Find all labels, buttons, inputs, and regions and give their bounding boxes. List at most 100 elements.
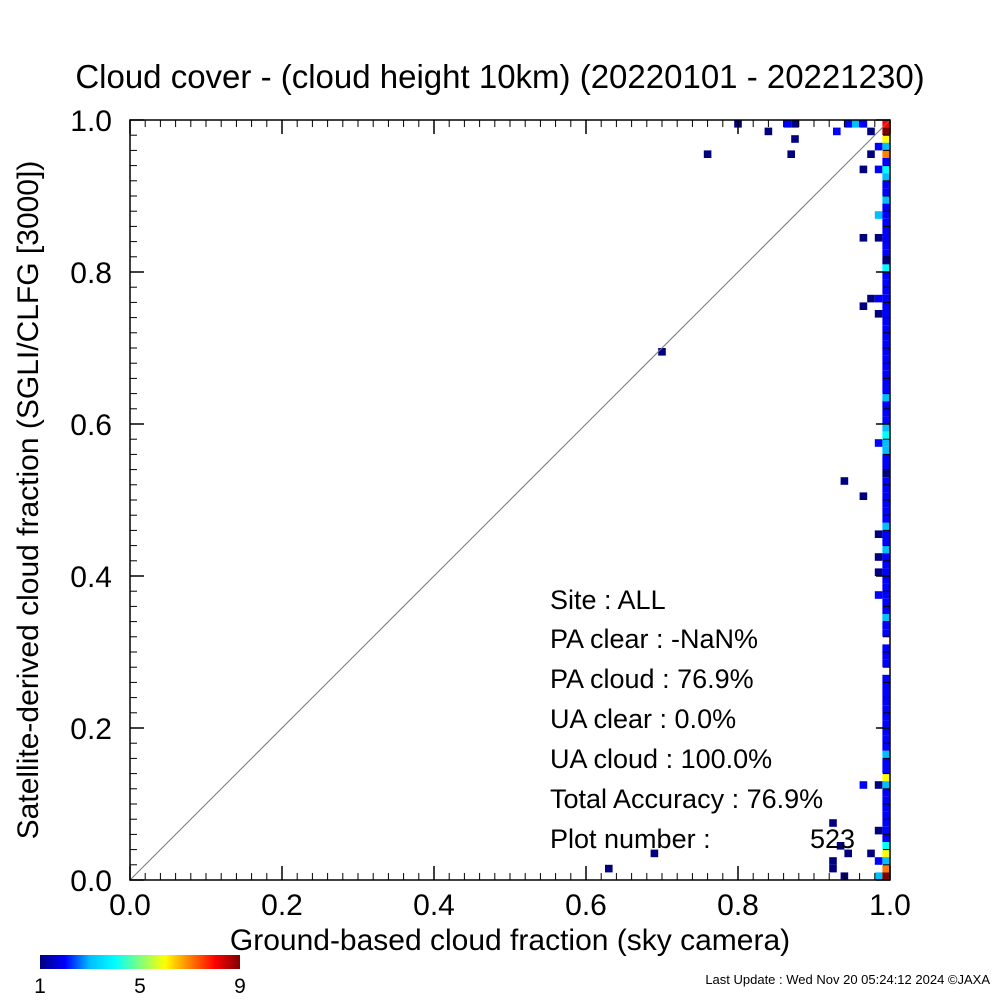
heatmap-cell (867, 294, 875, 303)
y-tick-label: 1.0 (70, 105, 112, 138)
heatmap-cell (882, 348, 890, 356)
heatmap-cell (844, 120, 852, 128)
heatmap-cell (882, 758, 890, 766)
heatmap-cell (882, 279, 890, 288)
heatmap-cell (787, 150, 795, 158)
heatmap-cell (882, 386, 890, 394)
heatmap-cell (874, 781, 883, 789)
heatmap-cell (859, 120, 868, 128)
heatmap-cell (882, 553, 890, 561)
heatmap-cell (658, 348, 666, 356)
heatmap-cell (882, 378, 890, 386)
heatmap-cell (874, 568, 883, 576)
heatmap-cell (882, 340, 890, 348)
stat-plot-number-value: 523 (810, 824, 855, 854)
heatmap-cell (882, 644, 890, 652)
chart-title: Cloud cover - (cloud height 10km) (20220… (75, 58, 924, 95)
heatmap-cell (859, 302, 868, 310)
heatmap-cell (882, 188, 890, 196)
heatmap-cell (882, 819, 890, 827)
y-tick-label: 0.4 (70, 561, 112, 594)
heatmap-cell (833, 127, 841, 136)
heatmap-cell (874, 591, 883, 599)
heatmap-cell (859, 234, 868, 242)
heatmap-cell (882, 462, 890, 470)
heatmap-cell (859, 165, 868, 174)
heatmap-cell (874, 142, 883, 151)
heatmap-cell (882, 249, 890, 257)
x-tick-label: 0.8 (717, 889, 759, 922)
heatmap-cell (874, 530, 883, 538)
heatmap-cell (882, 796, 890, 804)
heatmap-cell (882, 583, 890, 592)
heatmap-cell (874, 165, 883, 174)
heatmap-cell (867, 127, 875, 136)
heatmap-cell (882, 196, 890, 204)
stat-ua-cloud: UA cloud : 100.0% (550, 744, 772, 774)
heatmap-cell (882, 545, 890, 554)
heatmap-cell (882, 864, 890, 873)
heatmap-cell (882, 332, 890, 341)
heatmap-cell (882, 454, 890, 462)
heatmap-cell (882, 842, 890, 850)
heatmap-cell (882, 826, 890, 835)
colorbar (40, 955, 240, 969)
y-tick-label: 0.6 (70, 409, 112, 442)
heatmap-cell (840, 477, 849, 485)
heatmap-cell (791, 120, 799, 128)
heatmap-cell (882, 500, 890, 508)
x-tick-label: 0.4 (413, 889, 455, 922)
heatmap-cell (882, 234, 890, 242)
one-to-one-line (129, 119, 891, 881)
heatmap-cell (882, 363, 890, 371)
heatmap-cell (882, 150, 890, 158)
heatmap-cell (867, 150, 875, 158)
heatmap-cell (650, 849, 659, 858)
heatmap-cell (882, 538, 890, 546)
heatmap-cell (882, 135, 890, 143)
heatmap-cell (874, 234, 883, 242)
colorbar-tick-max: 9 (234, 975, 246, 998)
heatmap-cell (882, 408, 890, 417)
heatmap-cell (882, 591, 890, 599)
heatmap-cell (836, 842, 845, 850)
heatmap-cell (605, 864, 613, 873)
heatmap-cell (882, 781, 890, 789)
heatmap-cell (882, 401, 890, 409)
heatmap-cell (874, 872, 883, 880)
heatmap-cell (882, 272, 890, 280)
heatmap-cell (874, 211, 883, 219)
heatmap-cell (874, 857, 883, 865)
heatmap-cell (882, 416, 890, 424)
heatmap-cell (882, 750, 890, 759)
heatmap-cell (844, 849, 852, 858)
heatmap-cell (867, 849, 875, 858)
heatmap-cell (882, 287, 890, 295)
heatmap-cell (882, 606, 890, 614)
heatmap-cell (783, 120, 792, 128)
heatmap-cell (874, 310, 883, 318)
y-axis-label: Satellite-derived cloud fraction (SGLI/C… (12, 161, 45, 840)
heatmap-cell (882, 576, 890, 584)
heatmap-cell (882, 659, 890, 668)
heatmap-cell (882, 165, 890, 174)
heatmap-cell (882, 424, 890, 432)
heatmap-cell (874, 439, 883, 447)
heatmap-cell (829, 864, 837, 873)
heatmap-cell (882, 811, 890, 820)
heatmap-cell (882, 743, 890, 751)
heatmap-cell (874, 553, 883, 561)
heatmap-cell (703, 150, 712, 158)
heatmap-cell (882, 180, 890, 189)
heatmap-cell (882, 522, 890, 531)
heatmap-cell (874, 826, 883, 835)
heatmap-cell (882, 849, 890, 858)
heatmap-cell (882, 317, 890, 326)
heatmap-cell (882, 142, 890, 151)
heatmap-cell (882, 728, 890, 736)
heatmap-cell (829, 857, 837, 865)
heatmap-cell (882, 158, 890, 166)
heatmap-cell (882, 218, 890, 227)
x-tick-label: 0.6 (565, 889, 607, 922)
